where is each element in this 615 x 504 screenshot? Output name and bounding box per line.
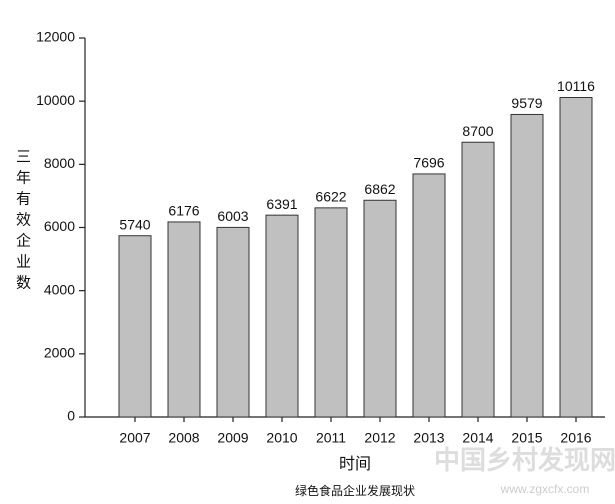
data-label: 5740 (119, 216, 150, 232)
data-label: 6622 (315, 189, 346, 205)
data-label: 10116 (557, 78, 595, 94)
x-axis-label: 时间 (339, 455, 371, 473)
y-tick-label: 4000 (44, 281, 75, 297)
data-label: 9579 (511, 95, 542, 111)
x-tick-label: 2007 (119, 430, 150, 446)
y-tick-label: 2000 (44, 345, 75, 361)
watermark: 中国乡村发现网 (434, 445, 615, 475)
y-tick-label: 8000 (44, 155, 75, 171)
bar (314, 207, 348, 418)
y-tick-label: 0 (67, 408, 75, 424)
watermark-url: www.zgxcfx.com (500, 482, 590, 496)
x-tick-label: 2014 (462, 430, 493, 446)
bar (363, 199, 397, 418)
x-tick-label: 2015 (511, 430, 542, 446)
x-tick-label: 2011 (316, 430, 346, 446)
data-label: 6003 (217, 208, 248, 224)
data-label: 6176 (168, 203, 199, 219)
bar (265, 214, 299, 418)
y-tick-label: 12000 (36, 29, 75, 45)
bar (461, 141, 495, 418)
y-axis-label: 三年有效企业数 (14, 149, 31, 296)
data-label: 7696 (413, 155, 444, 171)
bar (118, 235, 152, 418)
x-tick-label: 2016 (560, 430, 591, 446)
bar (216, 226, 250, 418)
bar (412, 173, 446, 418)
x-tick-label: 2010 (266, 430, 297, 446)
y-tick-label: 10000 (36, 92, 75, 108)
caption: 绿色食品企业发展现状 (295, 483, 415, 498)
bar (167, 221, 201, 418)
data-label: 6862 (364, 181, 395, 197)
bar (510, 113, 544, 418)
y-tick-label: 6000 (44, 218, 75, 234)
x-tick-label: 2013 (413, 430, 444, 446)
data-label: 8700 (462, 123, 493, 139)
x-tick-label: 2009 (217, 430, 248, 446)
x-tick-label: 2012 (364, 430, 395, 446)
bar (559, 97, 593, 418)
data-label: 6391 (266, 196, 297, 212)
x-tick-label: 2008 (168, 430, 199, 446)
